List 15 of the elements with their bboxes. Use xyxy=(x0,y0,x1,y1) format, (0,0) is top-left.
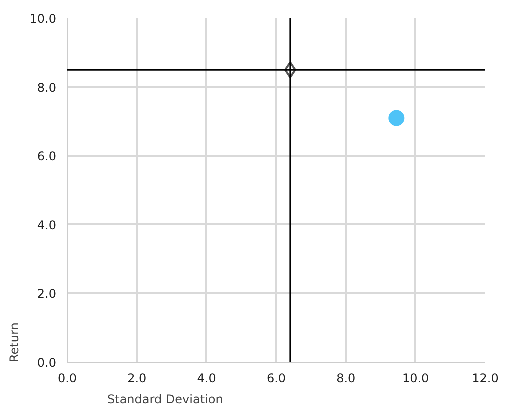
x-tick-label: 6.0 xyxy=(266,372,286,386)
y-tick-label: 8.0 xyxy=(37,80,57,95)
y-tick-label: 4.0 xyxy=(37,218,57,232)
y-tick-label: 6.0 xyxy=(37,150,57,164)
y-tick-label: 2.0 xyxy=(37,287,57,302)
x-tick-label: 2.0 xyxy=(128,372,147,386)
x-tick-label: 8.0 xyxy=(336,372,356,386)
x-tick-label: 0.0 xyxy=(58,372,78,386)
x-tick-label: 4.0 xyxy=(197,372,216,386)
x-tick-label: 10.0 xyxy=(402,372,430,386)
x-axis-title: Standard Deviation xyxy=(108,392,224,406)
y-tick-label: 10.0 xyxy=(30,12,56,26)
y-axis-title: Return xyxy=(8,322,22,362)
y-tick-label: 0.0 xyxy=(37,356,57,370)
x-tick-label: 12.0 xyxy=(472,372,499,386)
